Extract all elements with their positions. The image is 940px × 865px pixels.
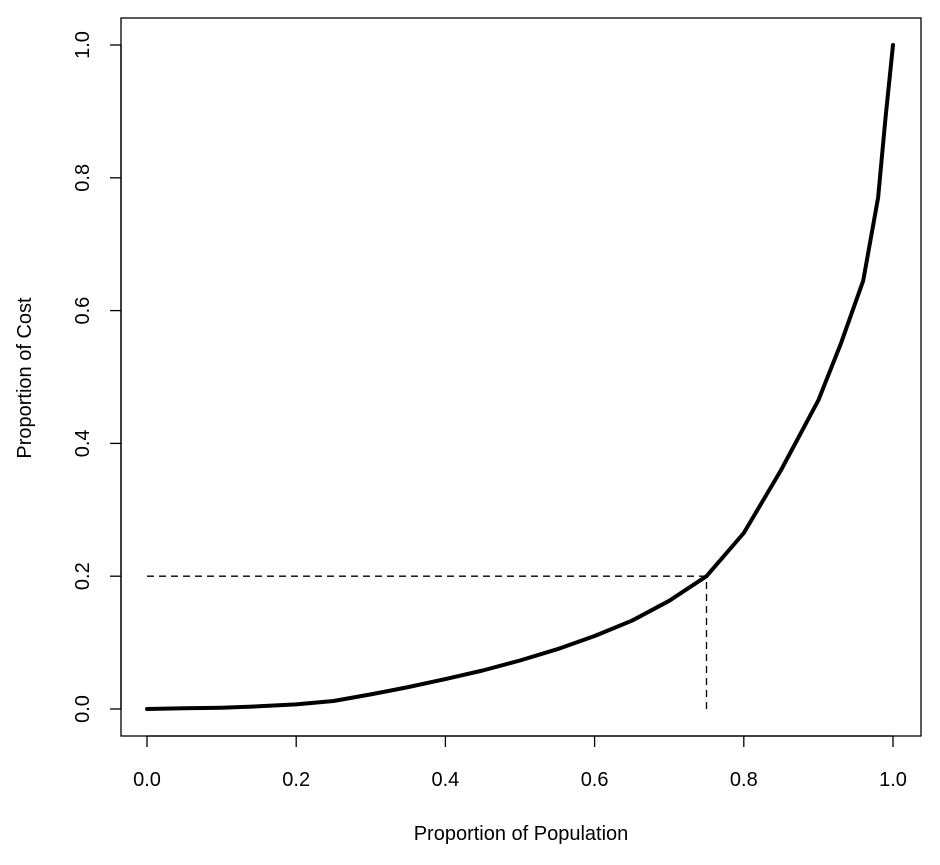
x-tick-label: 0.2 bbox=[282, 769, 310, 791]
reference-lines bbox=[147, 575, 708, 709]
y-tick-label: 0.0 bbox=[72, 695, 94, 723]
y-axis-label: Proportion of Cost bbox=[14, 297, 36, 459]
x-tick-label: 1.0 bbox=[879, 769, 907, 791]
x-axis: 0.0 0.2 0.4 0.6 0.8 1.0 bbox=[133, 735, 907, 791]
plot-frame bbox=[120, 17, 922, 737]
series-line bbox=[145, 43, 895, 711]
y-tick-label: 1.0 bbox=[72, 31, 94, 59]
x-axis-label: Proportion of Population bbox=[414, 823, 629, 845]
y-tick-label: 0.4 bbox=[72, 429, 94, 457]
y-tick-label: 0.8 bbox=[72, 164, 94, 192]
y-tick-label: 0.2 bbox=[72, 562, 94, 590]
y-tick-label: 0.6 bbox=[72, 297, 94, 325]
x-tick-label: 0.0 bbox=[133, 769, 161, 791]
x-tick-label: 0.6 bbox=[581, 769, 609, 791]
x-tick-label: 0.4 bbox=[431, 769, 459, 791]
y-axis: 0.0 0.2 0.4 0.6 0.8 1.0 bbox=[72, 31, 122, 723]
x-tick-label: 0.8 bbox=[730, 769, 758, 791]
series-layer bbox=[145, 43, 895, 711]
